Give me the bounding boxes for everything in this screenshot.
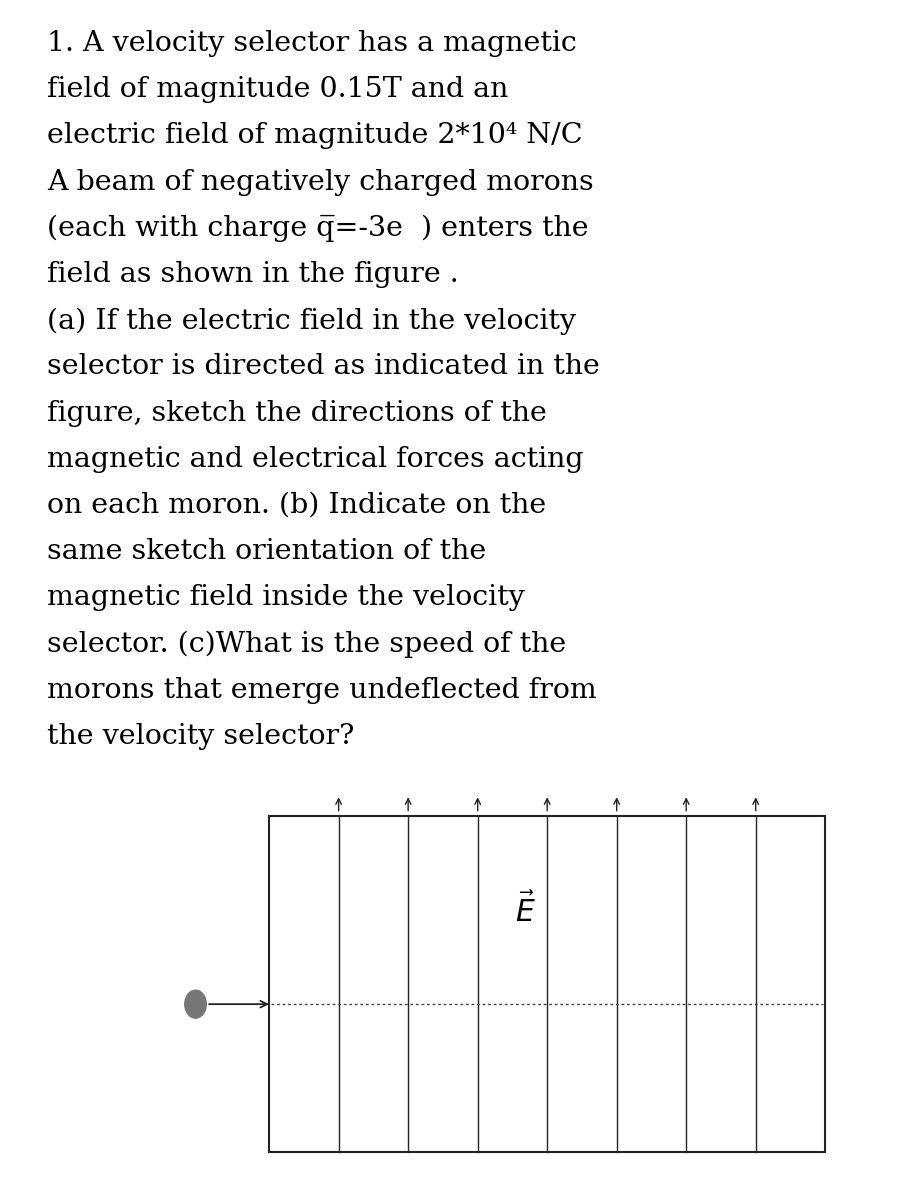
Text: magnetic field inside the velocity: magnetic field inside the velocity <box>47 584 525 611</box>
Bar <box>269 816 825 1152</box>
Text: selector. (c)What is the speed of the: selector. (c)What is the speed of the <box>47 630 566 658</box>
Text: (a) If the electric field in the velocity: (a) If the electric field in the velocit… <box>47 307 576 335</box>
Text: the velocity selector?: the velocity selector? <box>47 722 354 750</box>
Ellipse shape <box>185 990 206 1018</box>
Text: figure, sketch the directions of the: figure, sketch the directions of the <box>47 400 546 426</box>
Text: morons that emerge undeflected from: morons that emerge undeflected from <box>47 677 597 703</box>
Text: magnetic and electrical forces acting: magnetic and electrical forces acting <box>47 445 583 473</box>
Text: same sketch orientation of the: same sketch orientation of the <box>47 538 486 565</box>
Text: on each moron. (b) Indicate on the: on each moron. (b) Indicate on the <box>47 492 546 518</box>
Text: 1. A velocity selector has a magnetic: 1. A velocity selector has a magnetic <box>47 30 577 56</box>
Text: A beam of negatively charged morons: A beam of negatively charged morons <box>47 169 594 196</box>
Text: $\vec{E}$: $\vec{E}$ <box>515 893 536 928</box>
Text: selector is directed as indicated in the: selector is directed as indicated in the <box>47 353 599 380</box>
Text: electric field of magnitude 2*10⁴ N/C: electric field of magnitude 2*10⁴ N/C <box>47 122 582 149</box>
Text: field of magnitude 0.15T and an: field of magnitude 0.15T and an <box>47 77 508 103</box>
Text: (each with charge q̅=-3e  ) enters the: (each with charge q̅=-3e ) enters the <box>47 215 588 242</box>
Text: field as shown in the figure .: field as shown in the figure . <box>47 260 458 288</box>
